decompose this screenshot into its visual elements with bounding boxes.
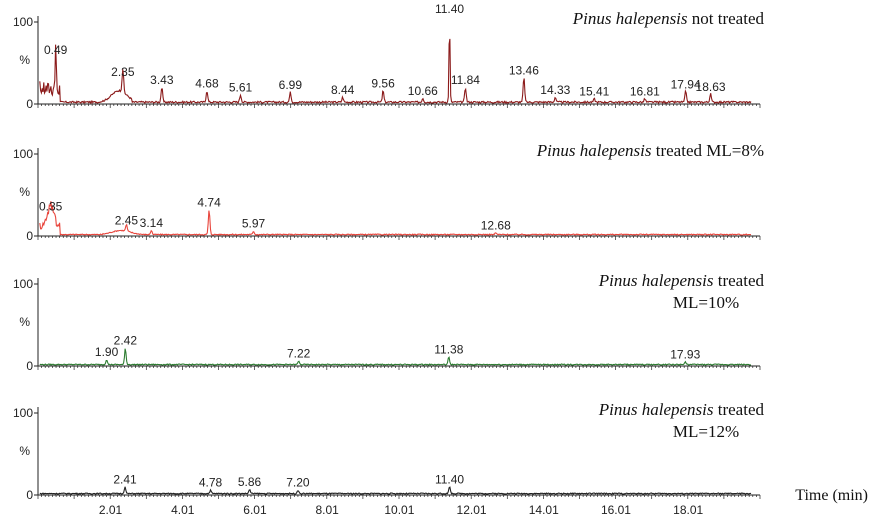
peak-label: 11.40 (435, 2, 464, 16)
x-tick-label: 16.01 (601, 503, 631, 517)
treatment-label: not treated (688, 9, 765, 28)
peak-label: 11.40 (435, 472, 464, 486)
species-name: Pinus halepensis (572, 9, 688, 28)
peak-label: 13.46 (509, 63, 539, 77)
series-title: Pinus halepensis treated (598, 400, 765, 419)
peak-label: 17.93 (670, 348, 700, 362)
x-tick-label: 6.01 (243, 503, 267, 517)
y-tick-label: 100 (13, 147, 33, 161)
chromatogram-panel-4: 100% 0 2.41 4.78 5.86 7.20 11.40 Pinus halepens… (13, 400, 765, 502)
x-tick-label: 8.01 (315, 503, 339, 517)
x-tick-label: 10.01 (384, 503, 414, 517)
chromatogram-panel-2: 100% 0 0.35 2.45 3.14 4.74 5.97 12.68 Pinus hale… (13, 141, 764, 243)
peak-label: 16.81 (630, 85, 660, 99)
peak-label: 3.43 (150, 73, 174, 87)
series-title-line2: ML=10% (673, 293, 739, 312)
chromatogram-trace (39, 348, 751, 366)
peak-label: 2.41 (113, 472, 137, 486)
peak-label: 2.45 (115, 213, 139, 227)
peak-label: 0.49 (44, 43, 68, 57)
y-axis-unit: % (19, 53, 30, 67)
y-tick-label: 0 (26, 97, 33, 111)
y-tick-label: 100 (13, 277, 33, 291)
peak-label: 6.99 (279, 78, 303, 92)
peak-label: 8.44 (331, 83, 355, 97)
y-tick-label: 0 (26, 488, 33, 502)
peak-label: 2.42 (114, 334, 138, 348)
peak-label: 15.41 (579, 85, 609, 99)
treatment-label: treated (714, 271, 765, 290)
peak-label: 5.61 (229, 81, 253, 95)
y-axis-unit: % (19, 315, 30, 329)
peak-label: 9.56 (371, 77, 395, 91)
peak-label: 4.78 (199, 476, 223, 490)
species-name: Pinus halepensis (536, 141, 652, 160)
peak-label: 11.38 (434, 343, 463, 357)
peak-label: 3.14 (140, 216, 164, 230)
peak-label: 0.35 (39, 200, 63, 214)
peak-label: 14.33 (540, 83, 570, 97)
chromatogram-panel-3: 100% 0 1.902.42 7.22 11.38 17.93 Pinus halepen… (13, 271, 765, 373)
series-title: Pinus halepensis treated (598, 271, 765, 290)
y-tick-label: 100 (13, 15, 33, 29)
peak-label: 12.68 (481, 218, 511, 232)
x-axis-label: Time (min) (795, 487, 868, 504)
chromatogram-trace (39, 38, 752, 105)
species-name: Pinus halepensis (598, 400, 714, 419)
peak-label: 4.68 (195, 77, 219, 91)
peak-label: 5.86 (238, 475, 262, 489)
y-tick-label: 0 (26, 229, 33, 243)
x-tick-label: 2.01 (99, 503, 123, 517)
series-title-line2: ML=12% (673, 422, 739, 441)
chromatogram-trace (39, 486, 752, 495)
x-tick-label: 14.01 (529, 503, 559, 517)
species-name: Pinus halepensis (598, 271, 714, 290)
chromatogram-panel-1: 100% 0 0.49 2.35 3.43 4.68 5.61 6.99 8.44 9.56 10.… (13, 2, 765, 111)
peak-label: 4.74 (197, 195, 221, 209)
chromatogram-trace (39, 201, 752, 236)
peak-label: 7.22 (287, 347, 311, 361)
peak-label: 7.20 (286, 476, 310, 490)
treatment-label: treated ML=8% (652, 141, 765, 160)
y-axis-unit: % (19, 444, 30, 458)
y-axis-unit: % (19, 185, 30, 199)
series-title: Pinus halepensis treated ML=8% (536, 141, 764, 160)
peak-label: 18.63 (696, 80, 726, 94)
peak-label: 5.97 (242, 217, 266, 231)
treatment-label: treated (714, 400, 765, 419)
y-tick-label: 100 (13, 406, 33, 420)
peak-label: 17.94 (671, 77, 701, 91)
series-title: Pinus halepensis not treated (572, 9, 765, 28)
y-tick-label: 0 (26, 359, 33, 373)
peak-label: 11.84 (451, 73, 480, 87)
peak-label: 2.35 (111, 65, 135, 79)
x-tick-label: 12.01 (457, 503, 487, 517)
peak-label: 1.90 (95, 345, 119, 359)
x-tick-label: 18.01 (673, 503, 703, 517)
peak-label: 10.66 (408, 84, 438, 98)
x-tick-label: 4.01 (171, 503, 195, 517)
